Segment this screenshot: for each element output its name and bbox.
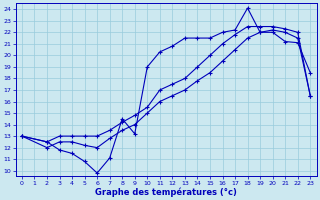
X-axis label: Graphe des températures (°c): Graphe des températures (°c) — [95, 187, 237, 197]
